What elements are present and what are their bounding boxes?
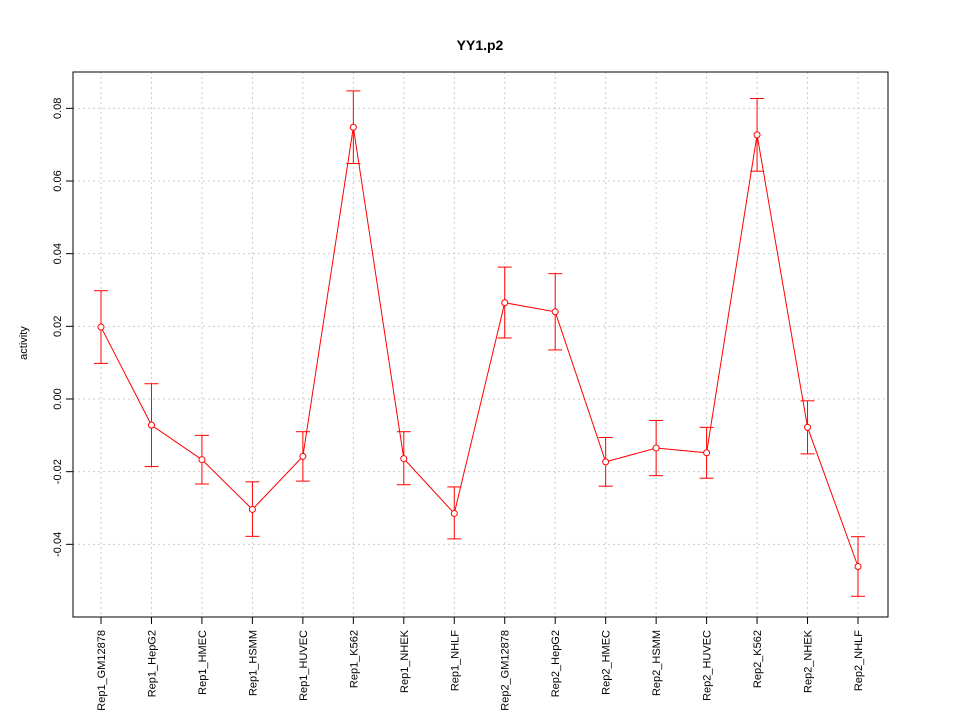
x-tick-label: Rep1_HepG2 (146, 630, 158, 697)
data-point (450, 509, 458, 517)
x-tick-label: Rep2_GM12878 (500, 630, 512, 711)
data-point (400, 455, 408, 463)
data-point (602, 458, 610, 466)
x-tick-label: Rep2_HUVEC (702, 630, 714, 701)
x-tick-label: Rep2_NHEK (803, 629, 815, 693)
data-point (97, 323, 105, 331)
y-tick-label: -0.02 (52, 459, 64, 484)
data-point (501, 299, 509, 307)
x-axis: Rep1_GM12878 Rep1_HepG2 Rep1_HMEC Rep1_HSMM… (96, 617, 865, 711)
gridlines (73, 72, 888, 617)
y-tick-label: 0.08 (52, 98, 64, 119)
y-tick-label: 0.00 (52, 388, 64, 409)
x-tick-label: Rep2_NHLF (853, 630, 865, 691)
data-point (753, 131, 761, 139)
x-tick-label: Rep2_K562 (752, 630, 764, 688)
x-tick-label: Rep2_HepG2 (550, 630, 562, 697)
data-point (804, 423, 812, 431)
data-point (703, 449, 711, 457)
x-tick-label: Rep1_HSMM (247, 630, 259, 696)
x-tick-label: Rep1_HMEC (197, 630, 209, 695)
y-tick-label: 0.04 (52, 243, 64, 264)
data-point (147, 421, 155, 429)
y-axis: -0.04 -0.02 0.00 0.02 0.04 0.06 0.08 (52, 98, 73, 557)
x-tick-label: Rep1_NHLF (449, 630, 461, 691)
x-tick-label: Rep1_HUVEC (298, 630, 310, 701)
y-tick-label: 0.06 (52, 170, 64, 191)
data-point (248, 505, 256, 513)
data-point (551, 308, 559, 316)
x-tick-label: Rep1_NHEK (399, 629, 411, 693)
x-tick-label: Rep2_HMEC (601, 630, 613, 695)
series-line (100, 127, 859, 567)
x-tick-label: Rep1_K562 (348, 630, 360, 688)
x-tick-label: Rep1_GM12878 (96, 630, 108, 711)
series-activity (94, 90, 865, 597)
plot-frame (72, 71, 889, 618)
x-tick-label: Rep2_HSMM (651, 630, 663, 696)
data-point (198, 456, 206, 464)
data-point (652, 444, 660, 452)
y-axis-label: activity (18, 326, 30, 360)
chart-title: YY1.p2 (457, 37, 504, 53)
y-tick-label: -0.04 (52, 532, 64, 557)
data-point (854, 562, 862, 570)
y-tick-label: 0.02 (52, 316, 64, 337)
data-point (349, 123, 357, 131)
data-point (299, 452, 307, 460)
